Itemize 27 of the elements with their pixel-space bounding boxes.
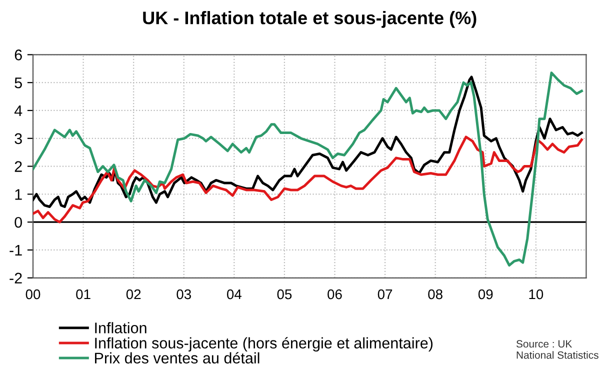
legend-label: Inflation sous-jacente (hors énergie et alimentaire) (95, 337, 433, 352)
x-tick-label: 08 (428, 289, 442, 300)
line-series (33, 136, 583, 224)
line-series (33, 72, 583, 267)
legend-label: Prix des ventes au détail (95, 352, 260, 364)
y-tick-label: -2 (10, 272, 22, 284)
x-tick-label: 02 (126, 289, 141, 300)
y-tick-label: 6 (14, 50, 22, 60)
y-tick-label: 2 (14, 161, 22, 172)
x-tick-label: 01 (76, 289, 90, 300)
x-tick-label: 03 (176, 289, 191, 300)
y-tick-label: 5 (14, 78, 22, 88)
chart-title: UK - Inflation totale et sous-jacente (%) (143, 11, 476, 28)
x-tick-label: 10 (529, 289, 544, 300)
y-tick-label: 0 (14, 216, 22, 228)
y-tick-label: 4 (14, 106, 22, 116)
x-tick-label: 09 (478, 289, 493, 300)
x-tick-label: 07 (378, 289, 392, 300)
x-tick-label: 05 (277, 289, 292, 300)
y-tick-label: 1 (15, 189, 22, 200)
x-tick-label: 04 (226, 289, 242, 300)
y-tick-label: 3 (14, 133, 22, 144)
legend-label: Inflation (95, 322, 146, 334)
x-tick-label: 00 (26, 289, 40, 300)
source-note: Source : UK National Statistics (516, 340, 598, 359)
x-tick-label: 06 (328, 289, 342, 300)
y-tick-label: -1 (10, 245, 22, 256)
